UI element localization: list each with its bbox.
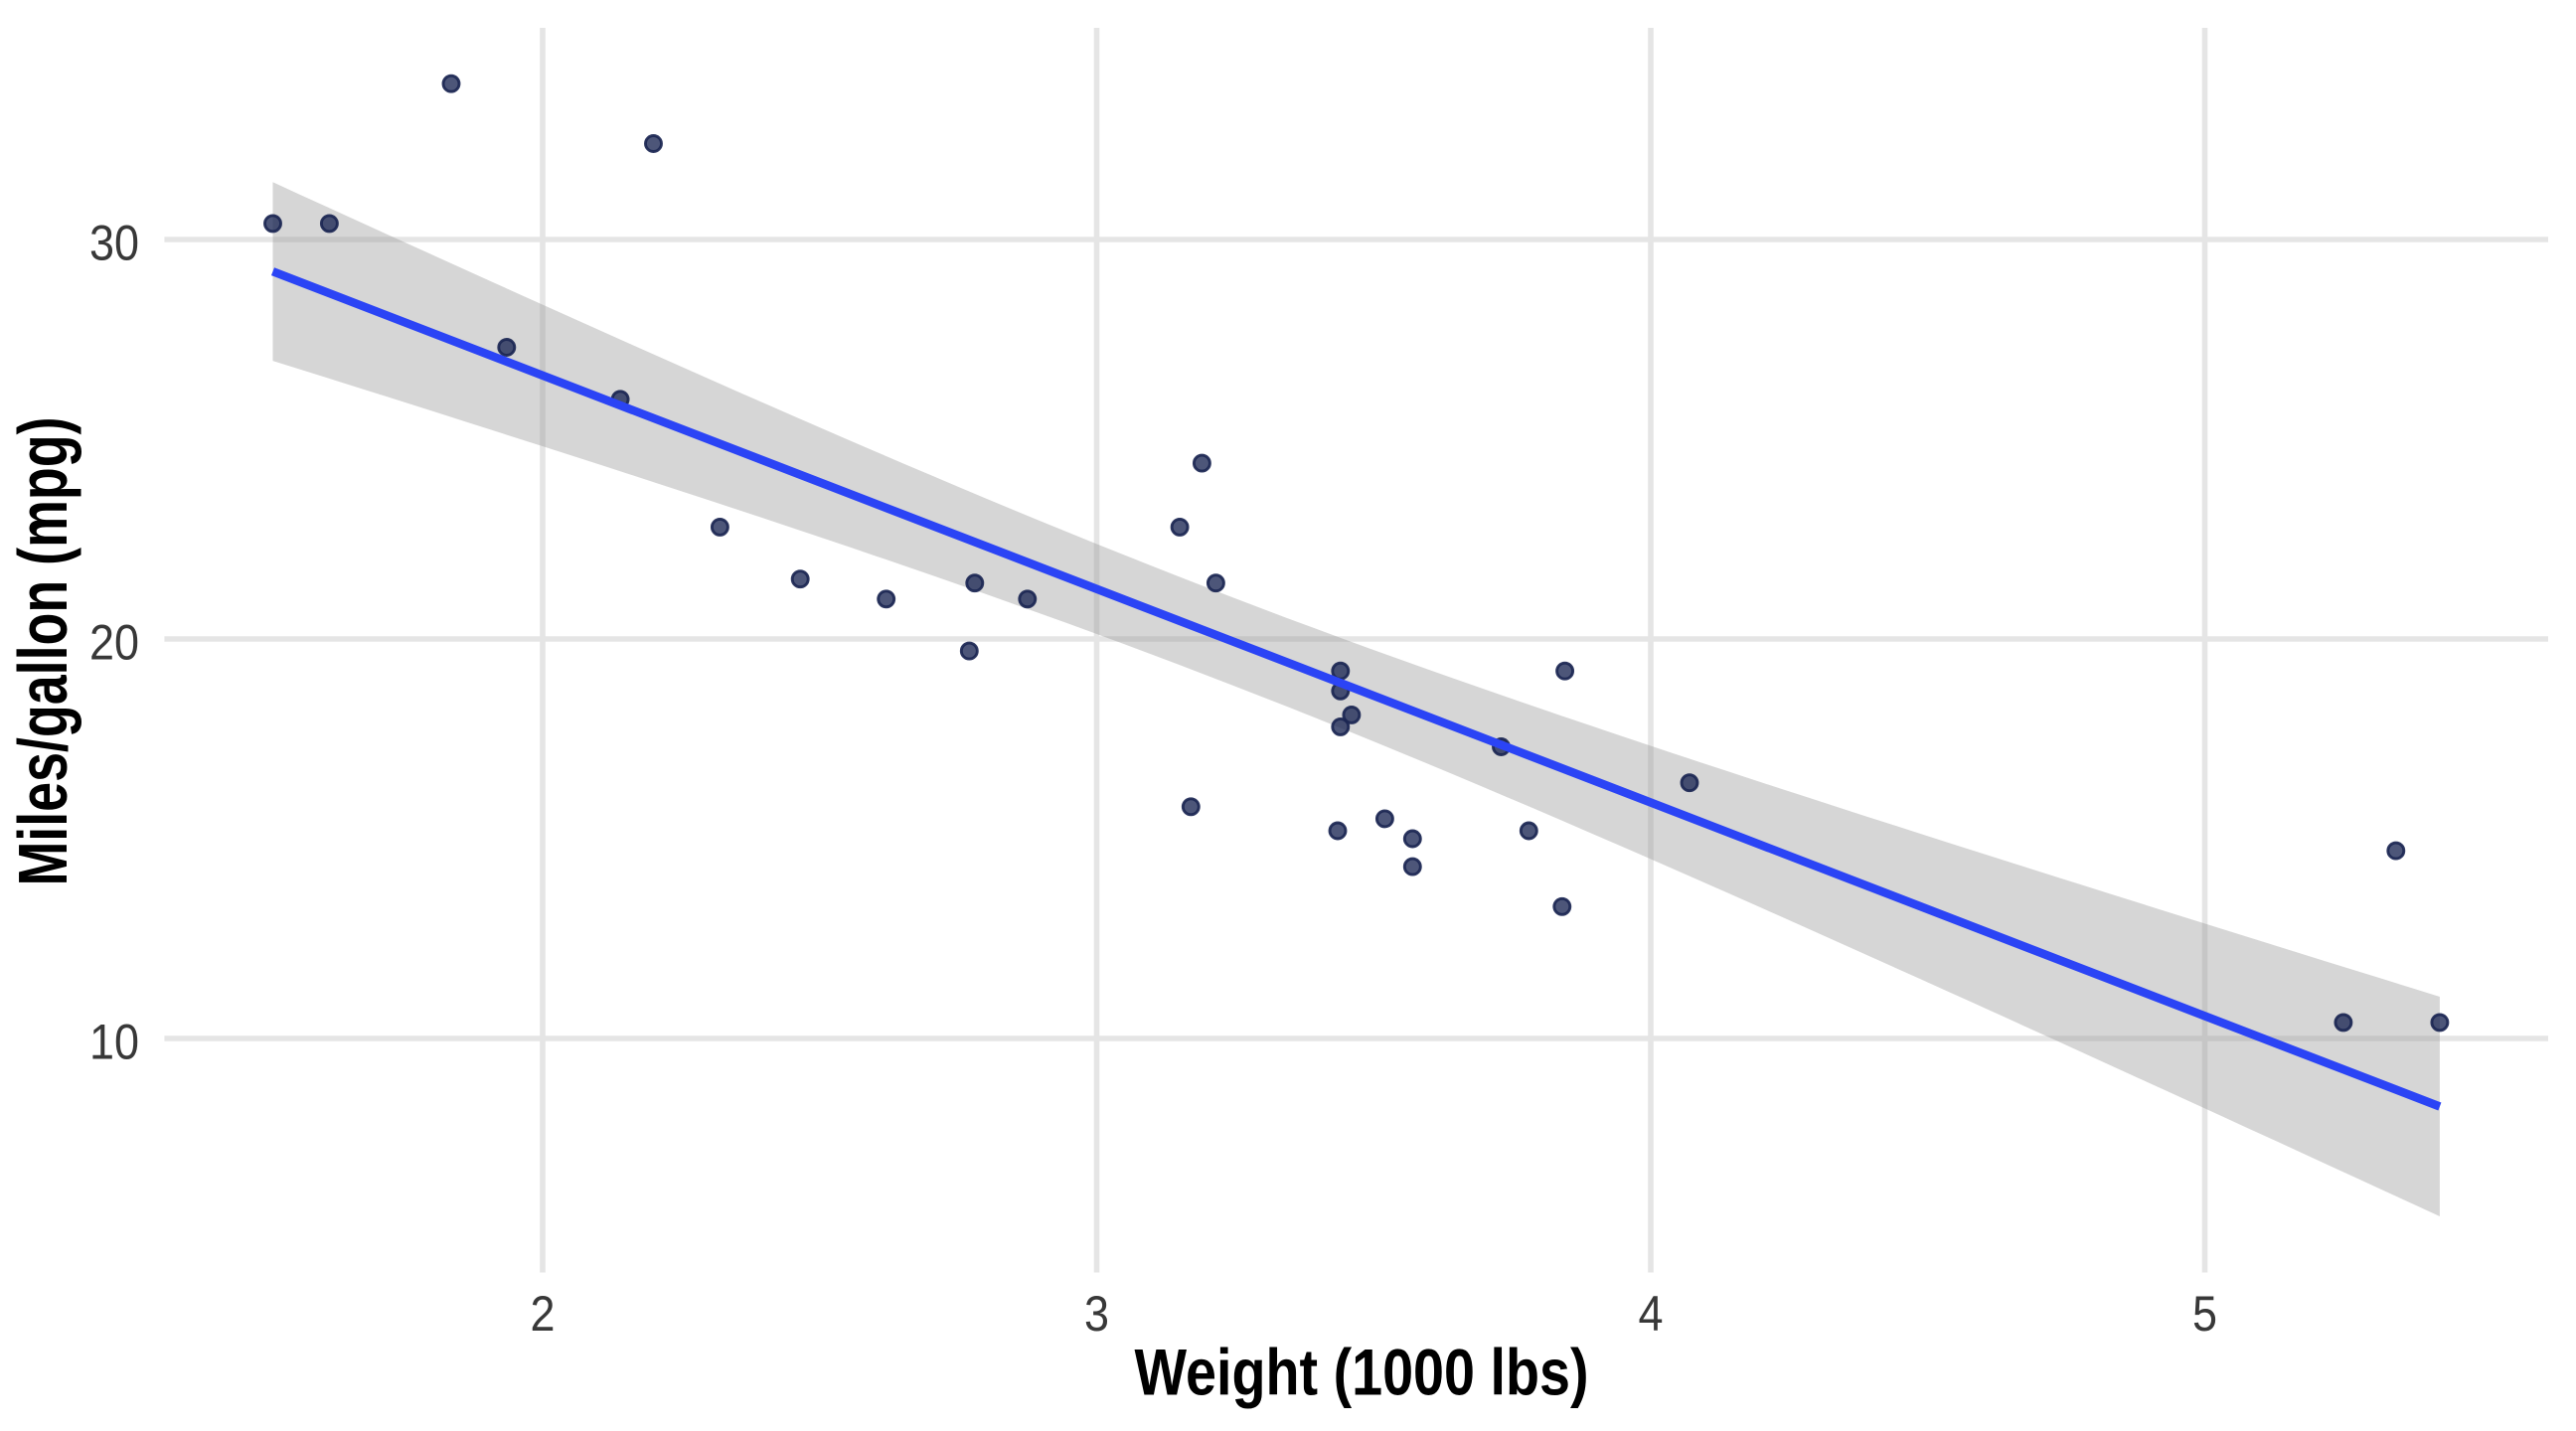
svg-text:Miles/gallon (mpg): Miles/gallon (mpg) xyxy=(4,417,81,886)
svg-text:3: 3 xyxy=(1084,1286,1109,1342)
svg-text:30: 30 xyxy=(89,216,139,271)
svg-text:20: 20 xyxy=(89,615,139,671)
svg-text:4: 4 xyxy=(1639,1286,1664,1342)
svg-text:2: 2 xyxy=(531,1286,556,1342)
svg-text:10: 10 xyxy=(89,1015,139,1070)
svg-text:5: 5 xyxy=(2192,1286,2217,1342)
svg-text:Weight (1000 lbs): Weight (1000 lbs) xyxy=(1135,1336,1589,1409)
